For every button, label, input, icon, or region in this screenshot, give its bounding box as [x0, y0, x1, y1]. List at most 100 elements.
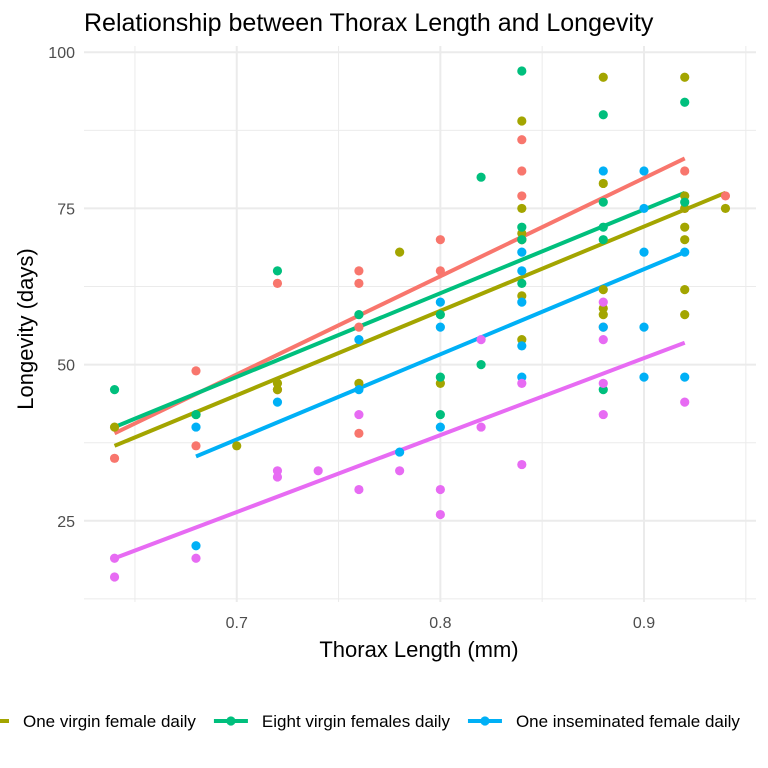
x-tick-label: 0.8 [429, 615, 451, 632]
x-tick-labels: 0.7 0.8 0.9 [226, 615, 656, 632]
data-point [435, 297, 445, 307]
data-point [109, 453, 120, 463]
data-point [354, 384, 364, 395]
data-point [435, 509, 445, 520]
data-point [435, 372, 445, 382]
data-point [680, 372, 690, 382]
legend-label: One inseminated female daily [516, 712, 740, 731]
legend-label: One virgin female daily [23, 712, 196, 731]
data-point [639, 203, 649, 214]
data-point [598, 285, 608, 295]
data-point [435, 409, 445, 420]
data-point [354, 484, 364, 495]
data-point [354, 278, 364, 288]
x-axis-title: Thorax Length (mm) [319, 637, 518, 662]
data-point [435, 422, 445, 432]
data-point [109, 553, 120, 563]
regression-line [113, 190, 686, 429]
data-point [517, 116, 527, 126]
data-point [598, 310, 608, 320]
data-point [232, 441, 242, 451]
data-point [720, 191, 731, 201]
data-point [109, 422, 120, 432]
data-point [476, 360, 486, 370]
data-point [680, 235, 690, 245]
data-point [598, 178, 608, 189]
data-point [639, 372, 649, 382]
data-point [517, 459, 527, 470]
data-point [680, 166, 690, 176]
data-point [517, 378, 527, 388]
data-point [109, 572, 120, 582]
data-point [598, 409, 608, 420]
data-point [680, 247, 690, 257]
data-point [598, 166, 608, 176]
fit-lines [113, 156, 727, 561]
data-point [598, 322, 608, 332]
data-points [109, 66, 731, 582]
data-point [517, 135, 527, 145]
data-point [639, 247, 649, 257]
data-point [639, 166, 649, 176]
data-point [517, 203, 527, 214]
data-point [191, 366, 201, 376]
data-point [598, 110, 608, 120]
data-point [517, 191, 527, 201]
data-point [680, 397, 690, 407]
data-point [639, 322, 649, 332]
legend-key-point [480, 716, 490, 726]
data-point [272, 278, 283, 288]
data-point [354, 409, 364, 420]
data-point [680, 72, 690, 82]
data-point [517, 247, 527, 257]
data-point [598, 378, 608, 388]
data-point [191, 422, 201, 432]
grid-minor [84, 46, 756, 602]
data-point [517, 266, 527, 276]
data-point [354, 322, 364, 332]
data-point [680, 285, 690, 295]
data-point [476, 335, 486, 345]
data-point [435, 266, 445, 276]
data-point [517, 341, 527, 351]
legend: One virgin female daily Eight virgin fema… [0, 712, 740, 731]
data-point [680, 197, 690, 207]
data-point [272, 472, 283, 482]
y-tick-label: 100 [48, 45, 75, 62]
data-point [598, 335, 608, 345]
data-point [435, 322, 445, 332]
data-point [598, 235, 608, 245]
data-point [435, 484, 445, 495]
data-point [272, 384, 283, 395]
data-point [476, 172, 486, 182]
legend-key-point [226, 716, 236, 726]
data-point [272, 266, 283, 276]
y-tick-label: 75 [57, 201, 75, 218]
y-tick-labels: 25 50 75 100 [48, 45, 75, 531]
data-point [395, 466, 405, 476]
data-point [191, 409, 201, 420]
data-point [395, 247, 405, 257]
data-point [191, 441, 201, 451]
data-point [517, 297, 527, 307]
data-point [517, 235, 527, 245]
data-point [598, 297, 608, 307]
data-point [598, 197, 608, 207]
data-point [435, 235, 445, 245]
data-point [517, 222, 527, 232]
data-point [680, 97, 690, 107]
grid-major [84, 46, 756, 602]
data-point [272, 397, 283, 407]
data-point [680, 310, 690, 320]
data-point [354, 310, 364, 320]
data-point [720, 203, 731, 214]
data-point [354, 335, 364, 345]
data-point [313, 466, 323, 476]
data-point [517, 166, 527, 176]
legend-label: Eight virgin females daily [262, 712, 451, 731]
data-point [476, 422, 486, 432]
data-point [395, 447, 405, 457]
data-point [680, 222, 690, 232]
data-point [598, 72, 608, 82]
